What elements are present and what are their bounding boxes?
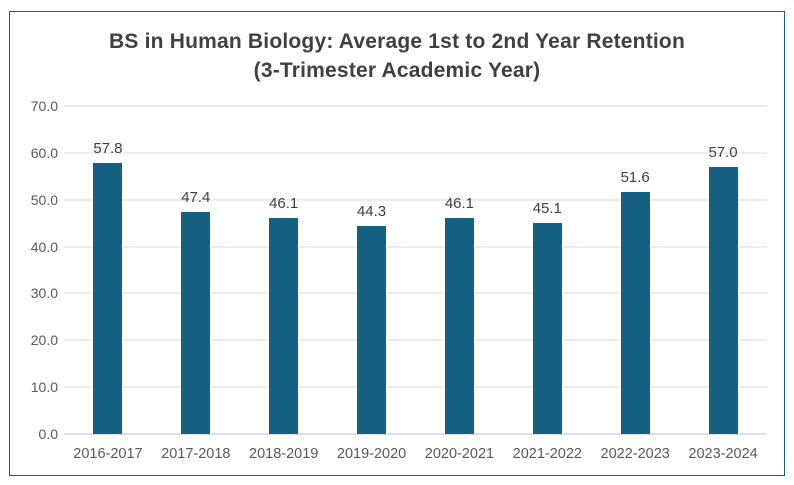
y-tick-label: 70.0 xyxy=(30,98,58,114)
gridline xyxy=(64,105,767,107)
bar-slot: 47.4 xyxy=(152,106,240,434)
chart-title-line-1: BS in Human Biology: Average 1st to 2nd … xyxy=(109,30,685,53)
x-tick-label: 2021-2022 xyxy=(512,446,582,462)
x-tick-label: 2016-2017 xyxy=(73,446,143,462)
data-label: 44.3 xyxy=(356,203,387,221)
x-axis-line xyxy=(64,433,767,435)
y-tick-label: 10.0 xyxy=(30,379,58,396)
bar-2017-2018 xyxy=(181,211,211,434)
y-axis: 0.0 10.0 20.0 30.0 40.0 50.0 60.0 70.0 xyxy=(10,99,58,441)
bar-2023-2024 xyxy=(708,166,738,434)
gridline xyxy=(64,292,767,294)
data-label: 51.6 xyxy=(620,169,650,187)
data-label: 46.1 xyxy=(444,195,475,212)
x-tick-label: 2023-2024 xyxy=(688,446,758,462)
bar-slot: 45.1 xyxy=(503,106,591,434)
y-tick-label: 40.0 xyxy=(30,238,58,255)
bar-2020-2021 xyxy=(444,218,474,434)
bar-slot: 57.0 xyxy=(679,106,767,434)
gridline xyxy=(64,152,767,154)
gridline xyxy=(64,386,767,388)
x-tick-label: 2017-2018 xyxy=(161,446,231,462)
gridline xyxy=(64,246,767,248)
data-label: 45.1 xyxy=(532,199,562,217)
y-tick-label: 30.0 xyxy=(30,285,58,302)
gridline xyxy=(64,339,767,341)
bar-2022-2023 xyxy=(620,192,650,434)
data-label: 57.8 xyxy=(93,140,123,158)
data-label: 47.4 xyxy=(181,188,211,206)
bar-2019-2020 xyxy=(357,226,387,434)
data-label: 46.1 xyxy=(269,195,299,212)
y-tick-label: 0.0 xyxy=(38,426,58,442)
y-tick-label: 60.0 xyxy=(30,144,58,161)
chart-frame: BS in Human Biology: Average 1st to 2nd … xyxy=(9,11,785,476)
y-tick-label: 20.0 xyxy=(30,332,58,349)
chart-title: BS in Human Biology: Average 1st to 2nd … xyxy=(10,27,784,85)
bar-slot: 46.1 xyxy=(416,106,504,434)
bar-2021-2022 xyxy=(532,222,562,434)
x-axis: 2016-2017 2017-2018 2018-2019 2019-2020 2020… xyxy=(64,445,767,463)
gridline xyxy=(64,199,767,201)
chart-title-line-2: (3-Trimester Academic Year) xyxy=(253,59,541,82)
bar-2018-2019 xyxy=(269,218,299,434)
plot-area: 57.8 47.4 46.1 44.3 46.1 45.1 51.6 57.0 xyxy=(64,105,767,435)
bar-slot: 57.8 xyxy=(64,106,152,434)
x-tick-label: 2019-2020 xyxy=(336,446,407,462)
x-tick-label: 2022-2023 xyxy=(600,446,670,462)
bar-2016-2017 xyxy=(93,163,123,434)
bar-slot: 44.3 xyxy=(328,106,416,434)
y-tick-label: 50.0 xyxy=(30,191,58,208)
x-tick-label: 2018-2019 xyxy=(249,446,319,462)
bar-series: 57.8 47.4 46.1 44.3 46.1 45.1 51.6 57.0 xyxy=(64,106,767,434)
bar-slot: 46.1 xyxy=(240,106,328,434)
data-label: 57.0 xyxy=(708,143,738,161)
x-tick-label: 2020-2021 xyxy=(424,446,495,462)
bar-slot: 51.6 xyxy=(591,106,679,434)
